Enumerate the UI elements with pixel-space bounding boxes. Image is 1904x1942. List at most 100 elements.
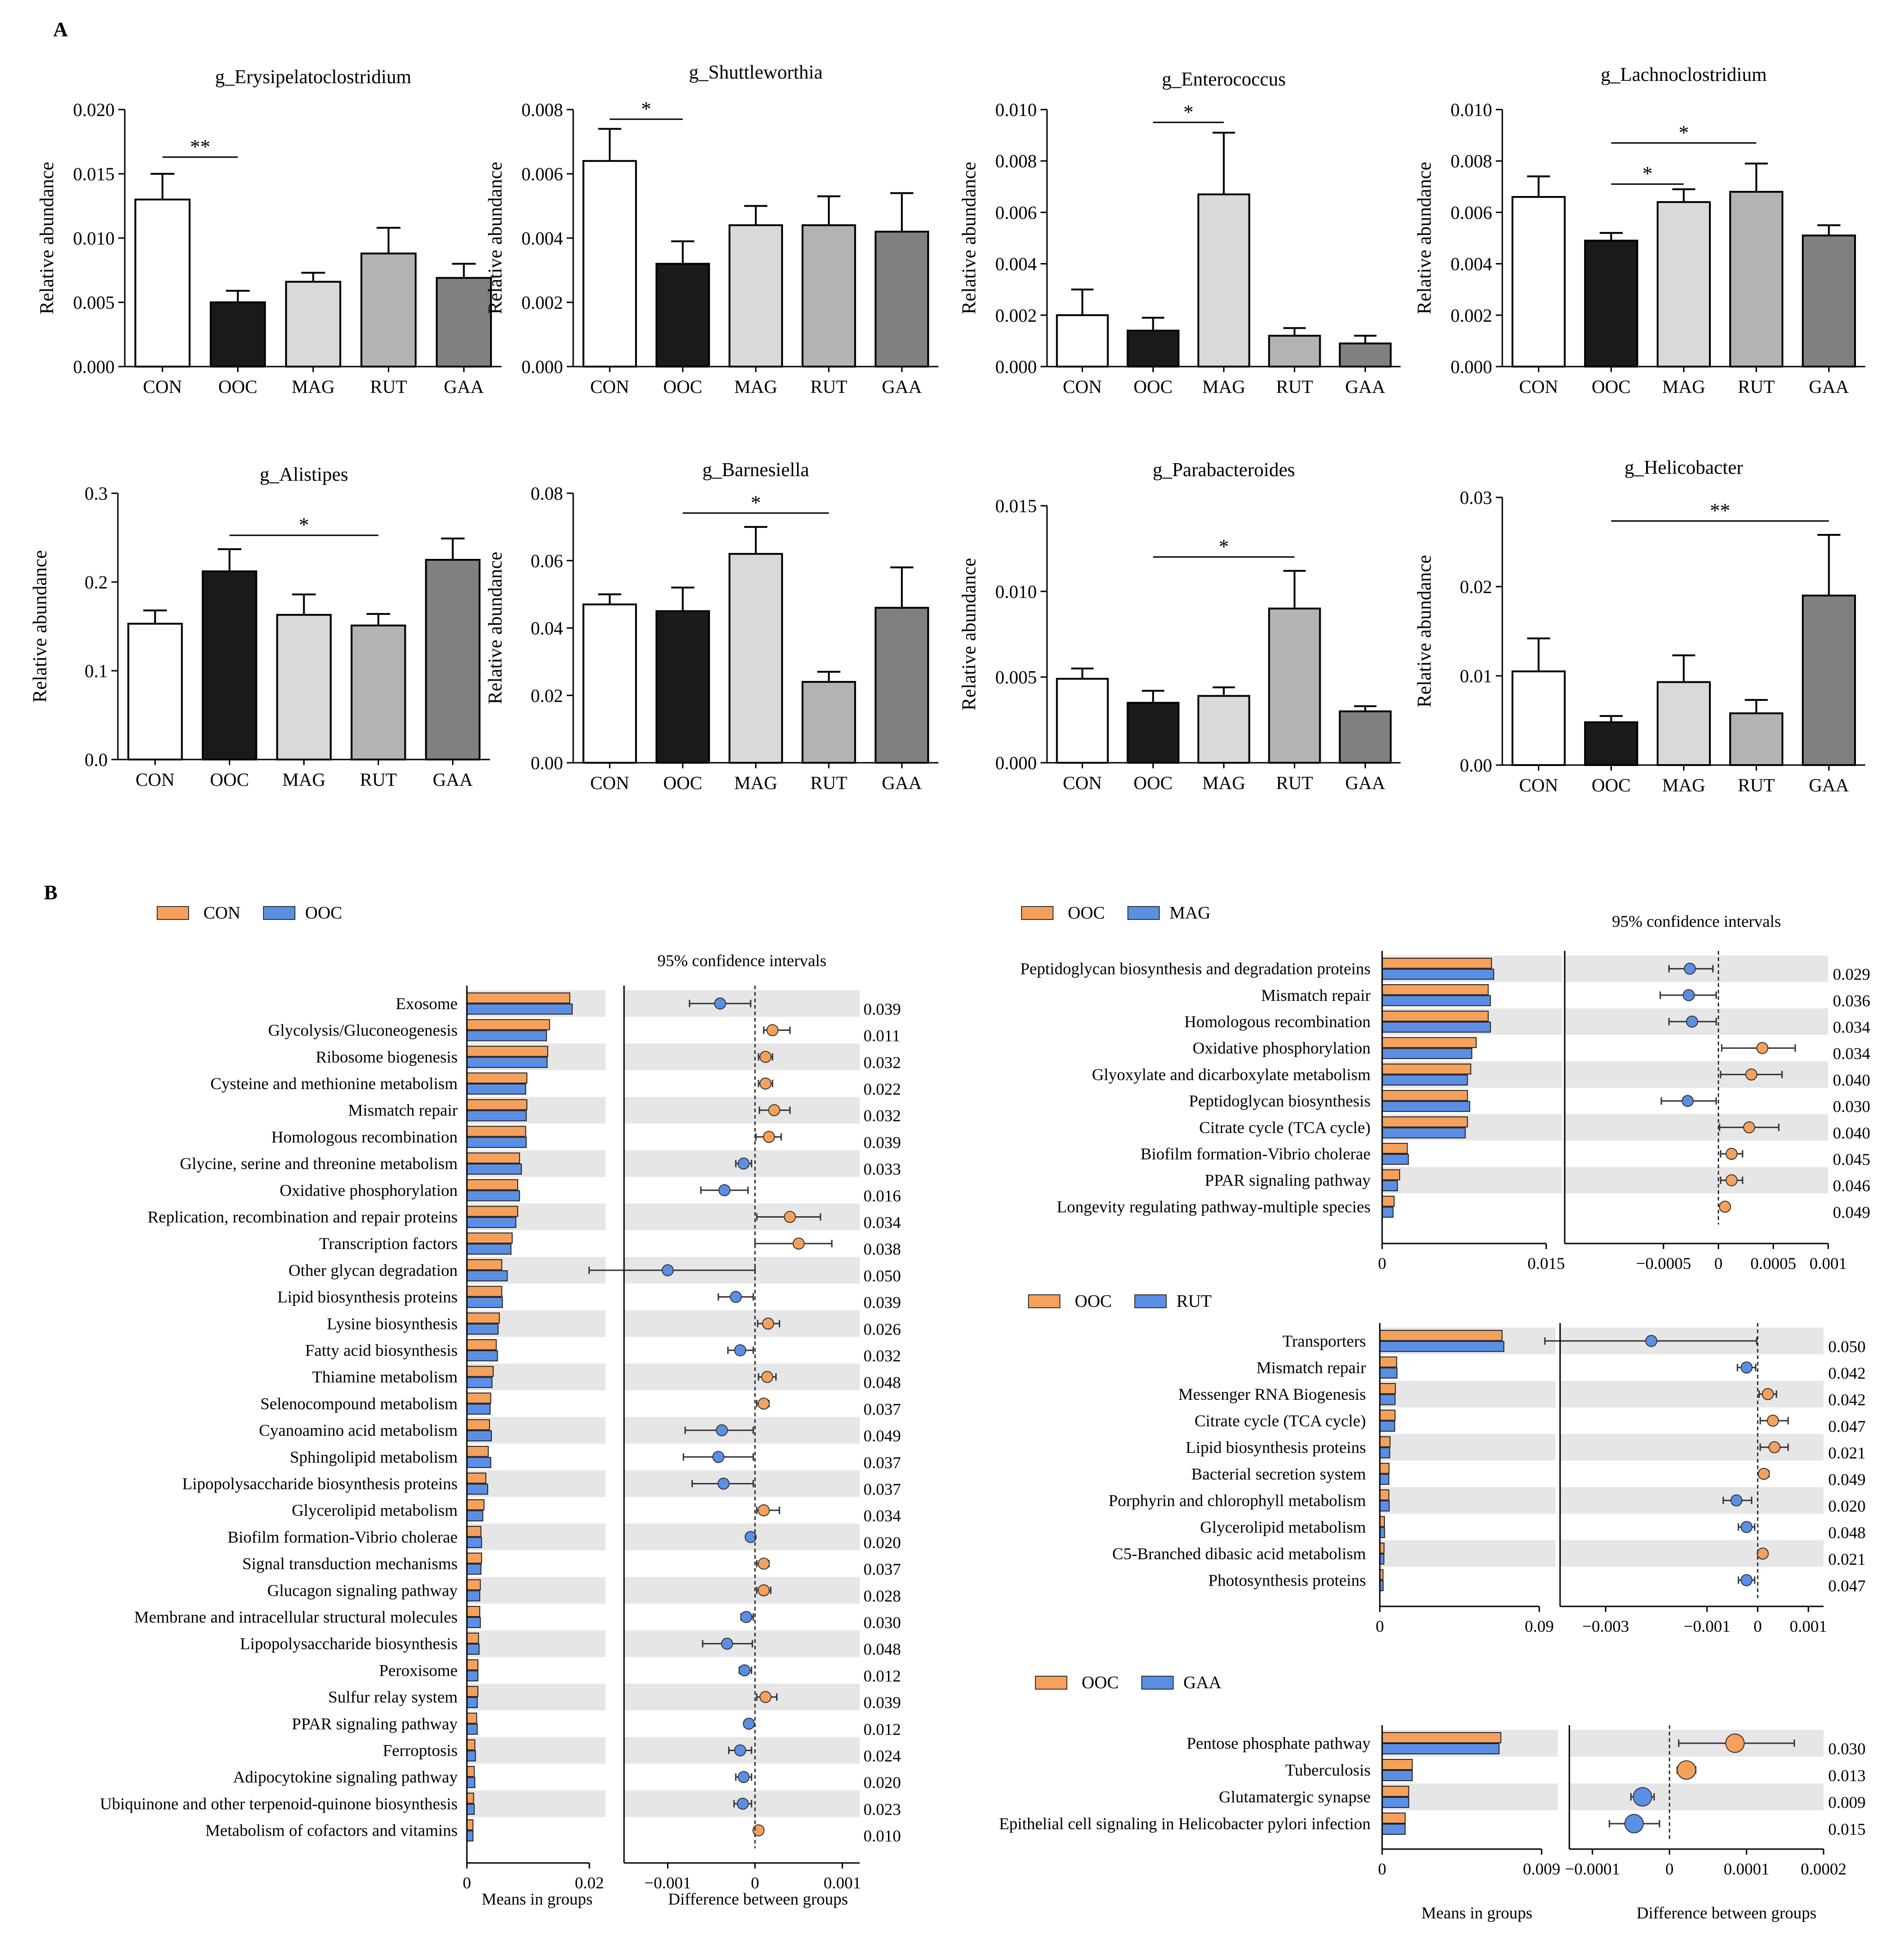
bar-ooc xyxy=(209,301,266,368)
bar-chart-1: g_Erysipelatoclostridium Relative abundan… xyxy=(37,67,502,397)
mean-bar-blue xyxy=(1382,1074,1468,1086)
p-value: 0.039 xyxy=(863,1133,901,1152)
bar-con xyxy=(1511,670,1566,766)
legend-swatch-orange xyxy=(157,906,189,920)
row-band xyxy=(1382,1167,1562,1194)
p-value: 0.032 xyxy=(863,1107,901,1125)
p-value: 0.039 xyxy=(863,1693,901,1712)
x-tick-label: CON xyxy=(1519,376,1558,397)
mean-bar-blue xyxy=(1379,1394,1396,1405)
row-band xyxy=(1380,1434,1555,1461)
x-tick-label: GAA xyxy=(882,376,922,397)
legend-label: RUT xyxy=(1176,1292,1212,1311)
mean-bar-orange xyxy=(466,1019,550,1030)
x-tick-label: CON xyxy=(1063,772,1102,793)
row-band xyxy=(1565,1114,1828,1141)
mean-bar-orange xyxy=(466,1525,482,1537)
row-label: Ferroptosis xyxy=(383,1741,458,1759)
x-axis-title: Means in groups xyxy=(482,1890,593,1908)
x-tick-label: 0.009 xyxy=(1523,1860,1561,1878)
p-value: 0.013 xyxy=(1828,1766,1866,1785)
p-value: 0.033 xyxy=(863,1160,901,1178)
p-value: 0.047 xyxy=(1828,1417,1866,1435)
x-tick-label: CON xyxy=(135,769,174,790)
diff-point xyxy=(721,1637,733,1650)
row-label: Cysteine and methionine metabolism xyxy=(210,1074,458,1093)
y-tick-label: 0.06 xyxy=(531,551,563,571)
mean-bar-blue xyxy=(466,1190,520,1201)
chart-title: g_Lachnoclostridium xyxy=(1601,64,1767,86)
y-tick-label: 0.000 xyxy=(995,753,1037,773)
diff-point xyxy=(661,1264,674,1276)
y-tick-label: 0.002 xyxy=(1451,305,1492,326)
mean-bar-blue xyxy=(1379,1341,1505,1352)
y-tick-label: 0.02 xyxy=(1460,576,1492,597)
row-band xyxy=(624,1363,860,1391)
row-band xyxy=(1380,1487,1555,1514)
row-band xyxy=(624,1097,860,1124)
diff-point xyxy=(768,1104,780,1116)
row-band xyxy=(624,1577,860,1604)
row-label: Replication, recombination and repair pr… xyxy=(147,1207,458,1226)
x-tick-label: CON xyxy=(1063,376,1102,397)
y-tick-label: 0.0 xyxy=(85,749,108,770)
bar-ooc xyxy=(1584,721,1639,766)
diff-point xyxy=(762,1317,774,1330)
p-value: 0.048 xyxy=(863,1373,901,1392)
mean-bar-orange xyxy=(1379,1489,1390,1501)
row-label: Lipid biosynthesis proteins xyxy=(1186,1438,1366,1457)
x-tick-label: −0.003 xyxy=(1582,1617,1629,1636)
x-tick-label: 0.0002 xyxy=(1801,1860,1847,1878)
y-tick-label: 0.000 xyxy=(1451,356,1492,377)
diff-point xyxy=(738,1664,751,1677)
bar-con xyxy=(1056,314,1109,368)
bar-rut xyxy=(1729,712,1784,766)
legend-label: MAG xyxy=(1169,903,1211,923)
diff-point xyxy=(718,1184,731,1196)
diff-point xyxy=(1686,1016,1698,1028)
mean-bar-orange xyxy=(466,1632,479,1644)
row-band xyxy=(1382,1783,1558,1810)
diff-point xyxy=(1725,1734,1745,1753)
mean-bar-orange xyxy=(466,1259,502,1270)
mean-bar-blue xyxy=(1379,1367,1398,1379)
x-tick-label: −0.0005 xyxy=(1636,1254,1691,1273)
p-value: 0.032 xyxy=(863,1053,901,1072)
row-label: Sphingolipid metabolism xyxy=(290,1448,458,1466)
diff-point xyxy=(1682,1095,1694,1107)
p-value: 0.016 xyxy=(863,1187,901,1205)
p-value: 0.020 xyxy=(1828,1497,1866,1515)
x-tick-label: GAA xyxy=(1345,772,1385,793)
panel-label-a: A xyxy=(53,18,68,41)
mean-bar-blue xyxy=(1382,968,1494,980)
diff-point xyxy=(1745,1068,1757,1081)
bar-gaa xyxy=(1339,710,1392,764)
y-tick-label: 0.006 xyxy=(1451,202,1492,223)
row-label: Citrate cycle (TCA cycle) xyxy=(1194,1411,1366,1430)
x-tick-label: 0.0005 xyxy=(1751,1254,1796,1273)
p-value: 0.049 xyxy=(1828,1470,1866,1489)
bar-gaa xyxy=(875,231,929,368)
diff-point xyxy=(761,1371,773,1383)
p-value: 0.036 xyxy=(1833,992,1870,1010)
y-tick-label: 0.02 xyxy=(531,685,563,706)
diff-point xyxy=(734,1744,747,1757)
diff-point xyxy=(729,1291,742,1303)
mean-bar-orange xyxy=(466,1499,485,1511)
row-band xyxy=(624,1524,860,1550)
diff-point xyxy=(717,1477,730,1490)
x-tick-label: CON xyxy=(590,772,629,793)
mean-bar-blue xyxy=(466,1830,474,1842)
chart-title: g_Barnesiella xyxy=(703,459,809,481)
mean-bar-blue xyxy=(466,1164,522,1175)
p-value: 0.039 xyxy=(863,1293,901,1312)
mean-bar-orange xyxy=(466,1366,494,1377)
row-band xyxy=(1565,1167,1828,1194)
x-tick-label: 0 xyxy=(1376,1617,1384,1636)
p-value: 0.022 xyxy=(863,1080,901,1098)
diff-point xyxy=(766,1024,779,1036)
row-label: Lipid biosynthesis proteins xyxy=(277,1288,458,1306)
legend-swatch-blue xyxy=(263,906,295,920)
bar-gaa xyxy=(1801,234,1856,368)
y-axis-label: Relative abundance xyxy=(959,162,980,314)
